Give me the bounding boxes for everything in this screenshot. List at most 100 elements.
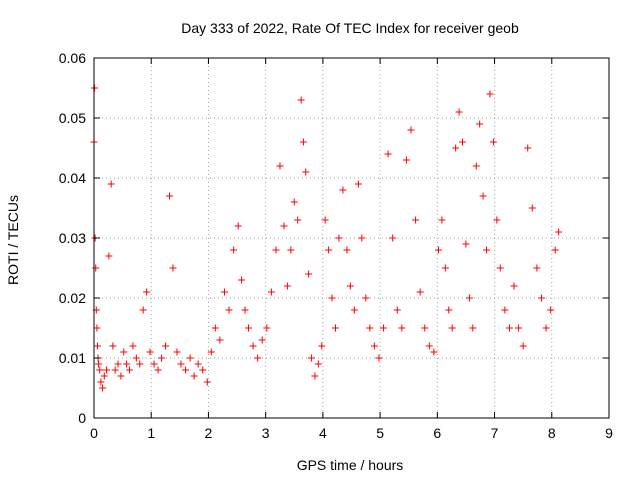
data-point — [375, 354, 383, 362]
data-point — [318, 342, 326, 350]
data-point — [92, 264, 100, 272]
data-point — [472, 162, 480, 170]
data-point — [96, 366, 104, 374]
data-point — [307, 354, 315, 362]
data-point — [380, 324, 388, 332]
data-point — [335, 234, 343, 242]
data-point — [234, 222, 242, 230]
grid-lines — [94, 58, 609, 418]
data-point — [542, 324, 550, 332]
x-tick-label: 9 — [605, 425, 613, 441]
data-point — [501, 306, 509, 314]
data-point — [302, 168, 310, 176]
data-point — [158, 354, 166, 362]
data-point — [384, 150, 392, 158]
data-point — [533, 264, 541, 272]
data-point — [407, 126, 415, 134]
data-point — [537, 294, 545, 302]
data-point — [136, 360, 144, 368]
data-point — [398, 324, 406, 332]
data-point — [412, 216, 420, 224]
data-point — [254, 354, 262, 362]
data-point — [173, 348, 181, 356]
data-point — [283, 282, 291, 290]
data-point — [496, 264, 504, 272]
data-point — [245, 324, 252, 332]
data-point — [438, 216, 446, 224]
y-axis-label: ROTI / TECUs — [5, 195, 21, 285]
data-point — [343, 246, 351, 254]
data-point — [305, 270, 313, 278]
data-point — [358, 234, 366, 242]
data-point — [434, 246, 442, 254]
data-point — [331, 324, 339, 332]
data-point — [287, 246, 295, 254]
data-point — [114, 360, 122, 368]
data-point — [225, 306, 233, 314]
data-point — [416, 288, 424, 296]
x-tick-label: 2 — [205, 425, 213, 441]
data-point — [211, 324, 219, 332]
data-point — [462, 240, 470, 248]
data-point — [350, 306, 358, 314]
data-point — [107, 180, 115, 188]
x-tick-label: 5 — [376, 425, 384, 441]
data-point — [169, 264, 177, 272]
data-point — [97, 378, 105, 386]
data-point — [551, 246, 559, 254]
data-point — [483, 246, 491, 254]
data-point — [123, 360, 131, 368]
data-point — [132, 354, 140, 362]
data-point — [325, 246, 333, 254]
x-axis-label: GPS time / hours — [297, 457, 404, 473]
data-point — [129, 342, 137, 350]
data-point — [515, 324, 523, 332]
data-point — [430, 348, 438, 356]
data-point — [162, 342, 170, 350]
data-point — [95, 360, 103, 368]
data-point — [441, 264, 449, 272]
data-point — [276, 162, 284, 170]
data-point — [486, 90, 494, 98]
data-point — [489, 138, 497, 146]
data-point — [117, 372, 125, 380]
data-point — [109, 342, 117, 350]
data-point — [99, 384, 107, 392]
data-point — [328, 294, 336, 302]
data-point — [230, 246, 238, 254]
y-tick-label: 0.04 — [59, 170, 86, 186]
data-point — [299, 138, 307, 146]
x-tick-label: 6 — [433, 425, 441, 441]
data-point — [139, 306, 147, 314]
data-point — [105, 252, 113, 260]
data-point — [297, 96, 305, 104]
data-point — [294, 216, 302, 224]
data-point — [465, 294, 473, 302]
y-tick-label: 0.01 — [59, 350, 86, 366]
data-point — [354, 180, 362, 188]
data-point — [143, 288, 151, 296]
y-tick-label: 0.03 — [59, 230, 86, 246]
data-point — [146, 348, 154, 356]
data-point — [505, 324, 513, 332]
data-point — [555, 228, 563, 236]
data-point — [425, 342, 433, 350]
data-point — [476, 120, 484, 128]
data-point — [199, 366, 207, 374]
data-point — [339, 186, 347, 194]
data-point — [524, 144, 532, 152]
data-point — [311, 372, 319, 380]
data-point — [194, 360, 202, 368]
data-point — [445, 306, 453, 314]
x-tick-label: 1 — [147, 425, 155, 441]
data-point — [249, 342, 257, 350]
data-point — [120, 348, 128, 356]
data-point — [182, 366, 190, 374]
data-point — [241, 306, 249, 314]
data-point — [366, 324, 374, 332]
data-point — [263, 324, 271, 332]
data-point — [314, 360, 322, 368]
data-point — [111, 366, 119, 374]
